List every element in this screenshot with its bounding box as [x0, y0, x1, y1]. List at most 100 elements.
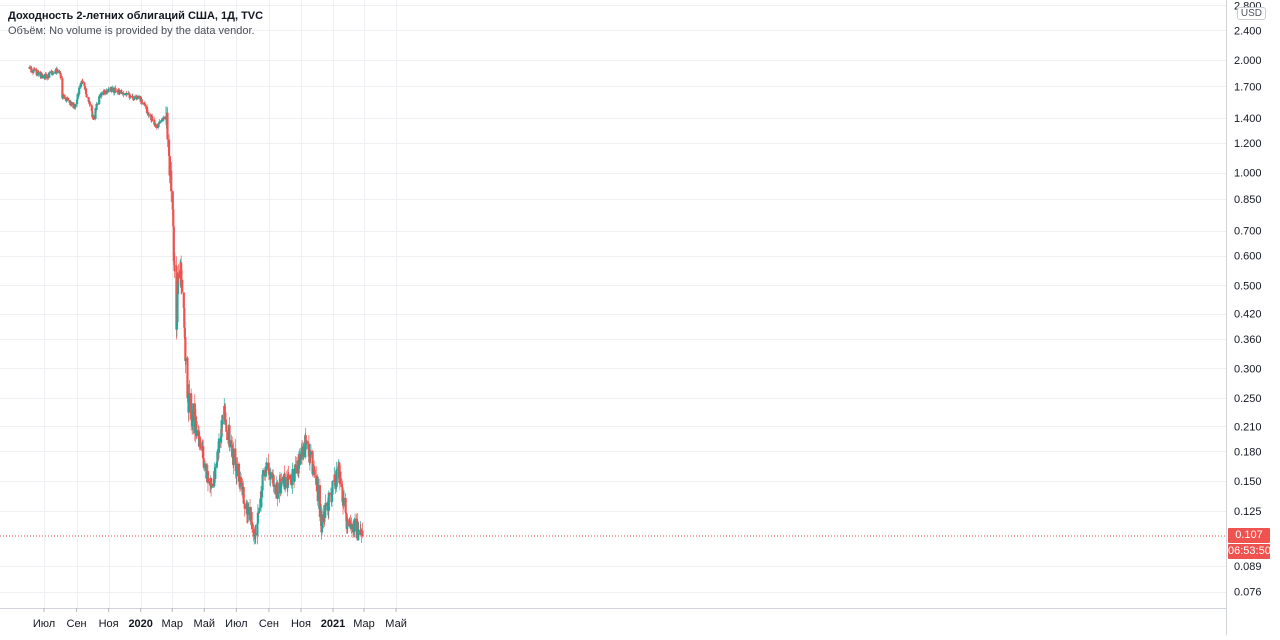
candle-body — [51, 73, 55, 75]
candle-body — [102, 91, 105, 95]
candle-body — [330, 494, 334, 503]
candle-body — [135, 95, 138, 99]
candle — [308, 443, 312, 471]
volume-note: Объём: No volume is provided by the data… — [8, 25, 255, 37]
candle-body — [172, 226, 175, 261]
candle-body — [257, 511, 261, 513]
candle — [95, 102, 98, 112]
candle — [33, 67, 37, 72]
candle-body — [304, 435, 307, 458]
candle-body — [317, 485, 320, 502]
candle — [349, 514, 352, 526]
candle-body — [98, 96, 101, 105]
candle — [151, 117, 154, 122]
candle-body — [153, 119, 156, 125]
candle — [48, 72, 51, 79]
candle — [228, 433, 232, 451]
candle — [272, 473, 275, 492]
candle-body — [183, 308, 186, 328]
candle-body — [192, 403, 195, 422]
candle-body — [331, 481, 335, 482]
candle-body — [167, 139, 171, 157]
candle — [184, 357, 187, 365]
candle-body — [91, 111, 94, 118]
candle-body — [105, 90, 109, 92]
candle — [250, 517, 254, 533]
candle — [335, 461, 338, 493]
candle — [350, 517, 353, 535]
candle-body — [131, 95, 134, 99]
candle — [167, 134, 171, 159]
candle — [328, 492, 331, 498]
candle-body — [206, 471, 210, 484]
candle-body — [318, 485, 321, 517]
candle-body — [267, 462, 270, 471]
candle-body — [190, 393, 193, 420]
candle-body — [29, 66, 32, 68]
candle-body — [237, 463, 241, 482]
price-tick-label: 0.850 — [1234, 194, 1262, 206]
price-tick-label: 0.500 — [1234, 280, 1262, 292]
candle-body — [161, 119, 164, 121]
candle — [247, 502, 250, 522]
candle — [298, 451, 302, 466]
candle — [184, 333, 187, 374]
candle-body — [231, 444, 234, 457]
candle-body — [160, 120, 163, 122]
candle — [74, 103, 77, 110]
candle — [45, 71, 48, 81]
candle-body — [80, 81, 83, 85]
candle-body — [37, 71, 40, 73]
candle-body — [30, 67, 33, 73]
candle — [37, 70, 40, 73]
candle-body — [129, 96, 132, 97]
candle-body — [41, 76, 44, 79]
candle-body — [350, 523, 353, 530]
candle-body — [260, 490, 264, 498]
candle — [243, 501, 246, 517]
candle — [206, 465, 210, 492]
candle-body — [197, 430, 200, 432]
candle — [125, 92, 129, 97]
candle-body — [157, 123, 160, 127]
candle-body — [342, 498, 345, 506]
candle-body — [228, 440, 232, 448]
candle-body — [345, 512, 348, 515]
candle — [239, 473, 243, 491]
candle-body — [259, 491, 263, 508]
candle-body — [289, 474, 293, 484]
candle — [339, 465, 342, 487]
candle-body — [176, 294, 179, 323]
candle-body — [203, 463, 206, 468]
candle — [63, 94, 66, 100]
time-tick-label: Ноя — [99, 618, 119, 630]
candle — [254, 524, 257, 544]
candle — [41, 75, 44, 79]
candle-body — [81, 81, 84, 83]
candle — [140, 96, 143, 106]
candle — [48, 70, 51, 75]
candle-body — [276, 493, 279, 499]
currency-badge[interactable]: USD — [1236, 7, 1266, 20]
candle-body — [313, 469, 316, 476]
candle-body — [194, 417, 197, 422]
candle — [276, 492, 279, 500]
candle — [81, 79, 84, 84]
candle — [217, 433, 221, 459]
candle-body — [48, 73, 51, 78]
candles-layer — [28, 65, 364, 545]
candle — [327, 490, 330, 519]
candle-body — [83, 86, 87, 90]
candle — [118, 88, 121, 96]
candle-body — [324, 502, 327, 511]
candle — [111, 85, 114, 90]
candle — [94, 108, 97, 121]
last-price-label: 0.107 — [1228, 528, 1270, 543]
candle — [188, 380, 191, 398]
candle-body — [144, 105, 147, 107]
candle-body — [156, 126, 160, 128]
candle-body — [264, 466, 267, 475]
candle-body — [88, 101, 91, 105]
